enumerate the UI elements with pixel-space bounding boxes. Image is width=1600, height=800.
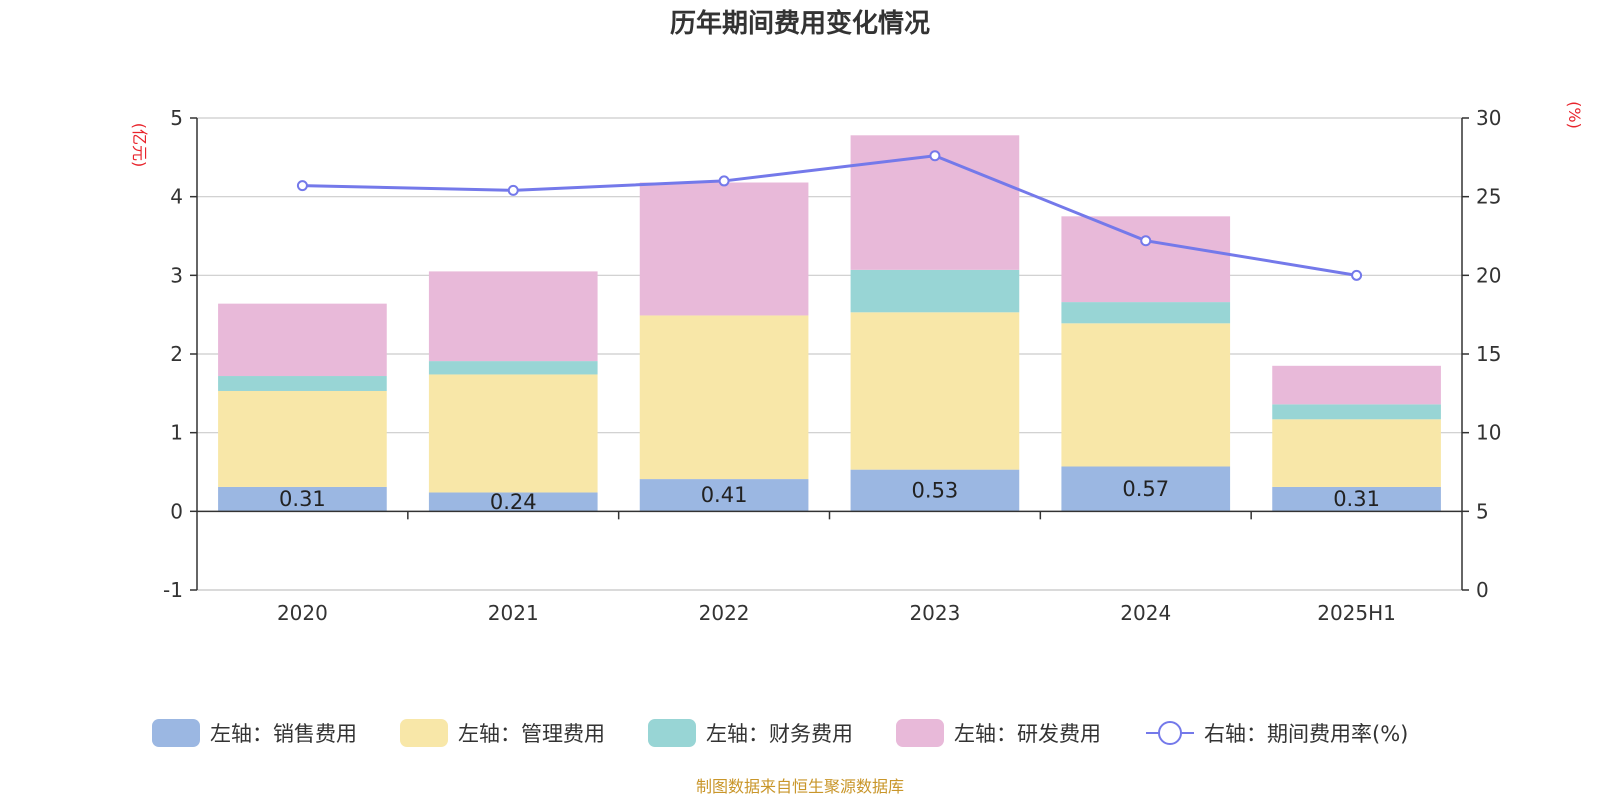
line-point — [507, 184, 519, 196]
bar-segment — [639, 315, 809, 480]
legend-swatch — [152, 719, 200, 747]
bar-segment — [1272, 486, 1441, 512]
legend-swatch — [400, 719, 448, 747]
bar-segment — [850, 312, 1020, 470]
line-point — [718, 175, 730, 187]
bar-segment — [428, 361, 598, 375]
source-note: 制图数据来自恒生聚源数据库 — [696, 777, 904, 796]
axes: -1 0 1 2 3 4 5 0 5 10 15 20 25 30 2020 2021 2022 2023 2024… — [163, 106, 1501, 625]
left-axis-unit: (亿元) — [130, 123, 149, 168]
right-tick-label: 20 — [1476, 263, 1501, 287]
category-label: 2023 — [909, 601, 960, 625]
legend-label: 左轴：研发费用 — [954, 722, 1101, 746]
category-label: 2024 — [1120, 601, 1171, 625]
bar-segment — [1061, 216, 1231, 303]
bar-segment — [428, 271, 598, 362]
left-tick-label: 2 — [170, 342, 183, 366]
line-point — [296, 180, 308, 192]
data-label: 0.31 — [1333, 487, 1380, 511]
legend: 左轴：销售费用 左轴：管理费用 左轴：财务费用 左轴：研发费用 右轴：期间费用率(%) — [152, 719, 1408, 747]
line-point — [1351, 269, 1363, 281]
line-path — [302, 154, 1357, 277]
legend-label: 左轴：财务费用 — [706, 722, 853, 746]
left-tick-label: 4 — [170, 185, 183, 209]
data-label: 0.31 — [279, 487, 326, 511]
bar-segment — [850, 469, 1020, 512]
category-label: 2021 — [488, 601, 539, 625]
right-axis-unit: (%) — [1565, 101, 1584, 129]
data-label: 0.41 — [701, 483, 748, 507]
category-label: 2022 — [699, 601, 750, 625]
left-tick-label: 0 — [170, 499, 183, 523]
bar-segment — [1272, 419, 1441, 487]
bar-segment — [1061, 466, 1231, 512]
bar-segment — [218, 390, 387, 487]
legend-marker — [1158, 721, 1182, 745]
left-tick-label: 3 — [170, 263, 183, 287]
data-label: 0.24 — [490, 490, 537, 514]
bar-segment — [1061, 323, 1231, 467]
right-tick-label: 25 — [1476, 185, 1501, 209]
line-series — [296, 150, 1363, 281]
bar-segment — [850, 269, 1020, 313]
legend-swatch — [648, 719, 696, 747]
legend-label: 左轴：销售费用 — [210, 722, 357, 746]
line-point — [1140, 235, 1152, 247]
left-tick-label: -1 — [163, 578, 183, 602]
line-point — [929, 150, 941, 162]
chart-title: 历年期间费用变化情况 — [670, 8, 930, 39]
bar-segment — [428, 374, 598, 493]
bar-segment — [218, 486, 387, 512]
right-tick-label: 10 — [1476, 421, 1501, 445]
bars — [218, 135, 1441, 512]
data-labels: 0.31 0.24 0.41 0.53 0.57 0.31 — [279, 477, 1380, 514]
legend-label: 左轴：管理费用 — [458, 722, 605, 746]
right-tick-label: 15 — [1476, 342, 1501, 366]
bar-segment — [639, 182, 809, 316]
bar-segment — [639, 479, 809, 512]
right-tick-label: 5 — [1476, 499, 1489, 523]
bar-segment — [218, 376, 387, 391]
data-label: 0.53 — [912, 478, 959, 502]
legend-swatch — [896, 719, 944, 747]
right-tick-label: 30 — [1476, 106, 1501, 130]
bar-segment — [1272, 365, 1441, 405]
right-tick-label: 0 — [1476, 578, 1489, 602]
bar-segment — [428, 492, 598, 512]
bar-segment — [218, 303, 387, 377]
bar-segment — [1061, 302, 1231, 324]
left-tick-label: 1 — [170, 421, 183, 445]
left-tick-label: 5 — [170, 106, 183, 130]
bar-segment — [1272, 404, 1441, 420]
category-label: 2025H1 — [1317, 601, 1396, 625]
data-label: 0.57 — [1122, 477, 1169, 501]
grid — [197, 117, 1462, 591]
category-label: 2020 — [277, 601, 328, 625]
legend-label: 右轴：期间费用率(%) — [1204, 722, 1408, 746]
